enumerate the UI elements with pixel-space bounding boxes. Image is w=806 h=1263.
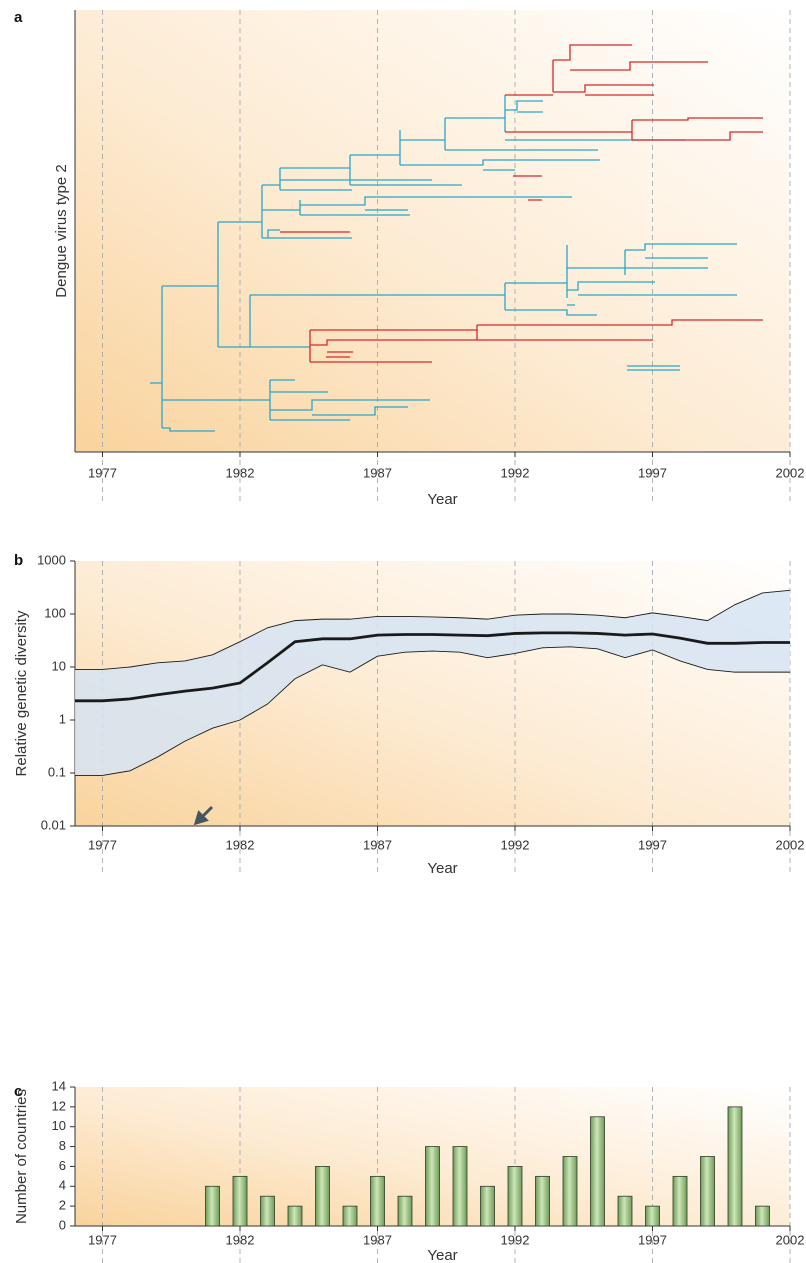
- y-tick-label: 10: [52, 658, 66, 673]
- bar: [452, 1146, 468, 1227]
- bar: [232, 1175, 248, 1227]
- median-line: [75, 631, 790, 703]
- x-tick-label: 1977: [88, 837, 117, 852]
- tree: [150, 44, 763, 432]
- y-tick-label: 0.01: [41, 817, 66, 832]
- x-tick-label: 1982: [226, 1232, 255, 1247]
- bar: [700, 1156, 715, 1227]
- x-tick-label: 2002: [776, 1232, 805, 1247]
- bar: [370, 1175, 385, 1227]
- x-tick-label: 1992: [501, 837, 530, 852]
- x-tick-label: 1982: [226, 465, 255, 480]
- x-tick-label: 2002: [776, 465, 805, 480]
- x-axis-title: Year: [427, 860, 457, 877]
- y-axis-title: Number of countries: [13, 1089, 30, 1224]
- y-axis-title: Dengue virus type 2: [53, 164, 70, 297]
- x-tick-label: 1987: [363, 1232, 392, 1247]
- bar: [342, 1205, 358, 1227]
- arrow: [193, 805, 214, 826]
- bar: [205, 1185, 220, 1227]
- tree-branches-red: [280, 44, 763, 363]
- x-tick-label: 1997: [638, 837, 667, 852]
- x-tick-label: 1997: [638, 465, 667, 480]
- y-tick-label: 10: [52, 1118, 66, 1133]
- plot-background: [75, 10, 790, 452]
- bar: [562, 1156, 578, 1227]
- bar: [397, 1195, 413, 1227]
- lower-bound: [75, 646, 790, 776]
- upper-bound: [75, 589, 791, 670]
- bar: [287, 1205, 303, 1227]
- x-tick-label: 1982: [226, 837, 255, 852]
- x-tick-label: 1987: [363, 465, 392, 480]
- panel-label: a: [14, 9, 23, 26]
- y-tick-label: 1: [59, 711, 66, 726]
- bar: [535, 1175, 550, 1227]
- bar: [480, 1185, 495, 1227]
- y-tick-label: 6: [59, 1158, 66, 1173]
- tree-branches-blue: [150, 95, 737, 432]
- y-tick-label: 8: [59, 1138, 66, 1153]
- bar: [260, 1195, 275, 1227]
- x-tick-label: 2002: [776, 837, 805, 852]
- y-tick-label: 1000: [37, 552, 66, 567]
- x-axis-title: Year: [427, 1247, 457, 1263]
- bar: [755, 1205, 770, 1227]
- bar: [617, 1195, 633, 1227]
- bar: [672, 1175, 688, 1227]
- y-axis-title: Relative genetic diversity: [13, 610, 30, 776]
- y-tick-label: 4: [59, 1178, 66, 1193]
- bar: [507, 1166, 523, 1227]
- x-tick-label: 1977: [88, 1232, 117, 1247]
- x-tick-label: 1992: [501, 1232, 530, 1247]
- bar: [645, 1205, 660, 1227]
- y-tick-label: 14: [52, 1078, 66, 1093]
- backgrounds: [75, 10, 791, 1263]
- x-tick-label: 1977: [88, 465, 117, 480]
- x-tick-label: 1997: [638, 1232, 667, 1247]
- x-tick-label: 1987: [363, 837, 392, 852]
- x-axis-title: Year: [427, 491, 457, 508]
- x-tick-label: 1992: [501, 465, 530, 480]
- y-tick-label: 0.1: [48, 764, 66, 779]
- bar: [425, 1146, 440, 1227]
- bar: [590, 1116, 605, 1227]
- panel-label: b: [14, 552, 23, 569]
- bar: [727, 1106, 743, 1227]
- band: [75, 590, 790, 776]
- panel-label: c: [14, 1083, 22, 1100]
- y-tick-label: 12: [52, 1098, 66, 1113]
- y-tick-label: 100: [44, 605, 66, 620]
- bar: [315, 1166, 330, 1227]
- y-tick-label: 2: [59, 1198, 66, 1213]
- y-tick-label: 0: [59, 1217, 66, 1232]
